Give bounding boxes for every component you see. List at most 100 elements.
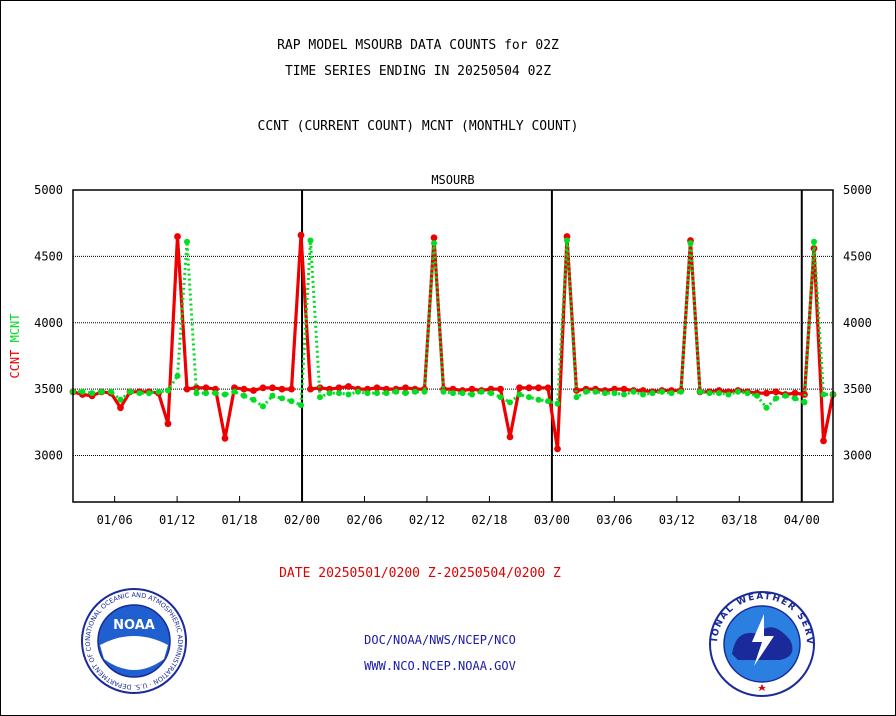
credit-line-1: DOC/NOAA/NWS/NCEP/NCO bbox=[364, 633, 516, 647]
series-point-mcnt bbox=[668, 390, 675, 397]
series-point-ccnt bbox=[288, 385, 295, 393]
series-point-ccnt bbox=[791, 389, 799, 397]
series-point-mcnt bbox=[602, 390, 608, 397]
series-point-mcnt bbox=[450, 390, 456, 397]
series-point-mcnt bbox=[155, 388, 162, 395]
series-point-ccnt bbox=[506, 433, 514, 441]
series-point-mcnt bbox=[298, 402, 304, 409]
series-point-mcnt bbox=[535, 396, 542, 403]
series-point-mcnt bbox=[383, 390, 390, 397]
series-point-mcnt bbox=[127, 388, 133, 395]
y-tick-label-right: 5000 bbox=[843, 183, 872, 197]
series-point-mcnt bbox=[716, 390, 722, 397]
panel-label: MSOURB bbox=[431, 173, 474, 187]
series-point-mcnt bbox=[725, 391, 732, 398]
series-point-mcnt bbox=[649, 390, 656, 397]
y-tick-label-right: 4000 bbox=[843, 316, 872, 330]
series-point-ccnt bbox=[202, 384, 210, 392]
y-tick-label-left: 5000 bbox=[34, 183, 63, 197]
x-tick-label: 03/18 bbox=[721, 513, 757, 527]
series-point-mcnt bbox=[174, 372, 181, 379]
y-tick-label-left: 4500 bbox=[34, 249, 63, 263]
series-point-mcnt bbox=[526, 394, 532, 401]
noaa-logo-text: NOAA bbox=[113, 618, 155, 633]
series-point-mcnt bbox=[364, 390, 371, 397]
series-point-ccnt bbox=[535, 384, 542, 392]
nws-logo-star-icon bbox=[758, 684, 766, 691]
series-point-mcnt bbox=[792, 395, 798, 402]
series-point-ccnt bbox=[544, 384, 552, 392]
series-point-mcnt bbox=[307, 237, 314, 244]
series-point-mcnt bbox=[744, 390, 751, 397]
series-point-mcnt bbox=[630, 388, 637, 395]
series-point-mcnt bbox=[193, 390, 200, 397]
series-point-mcnt bbox=[754, 392, 760, 399]
series-point-mcnt bbox=[279, 395, 285, 402]
series-point-ccnt bbox=[335, 384, 343, 392]
series-point-mcnt bbox=[697, 388, 703, 395]
series-point-mcnt bbox=[621, 391, 627, 398]
series-point-ccnt bbox=[525, 384, 533, 392]
credit-line-2: WWW.NCO.NCEP.NOAA.GOV bbox=[364, 659, 516, 673]
series-point-ccnt bbox=[820, 437, 827, 445]
series-point-mcnt bbox=[706, 390, 713, 397]
series-point-mcnt bbox=[801, 399, 808, 406]
series-point-mcnt bbox=[488, 390, 494, 397]
series-point-mcnt bbox=[554, 400, 561, 407]
series-point-mcnt bbox=[212, 390, 219, 397]
series-point-mcnt bbox=[402, 390, 409, 397]
plot-frame bbox=[72, 189, 834, 503]
series-point-mcnt bbox=[440, 388, 447, 395]
series-point-mcnt bbox=[98, 388, 105, 395]
series-point-ccnt bbox=[269, 384, 276, 392]
x-tick-label: 03/06 bbox=[596, 513, 632, 527]
series-point-ccnt bbox=[164, 420, 172, 428]
series-layer bbox=[69, 231, 837, 453]
series-point-mcnt bbox=[250, 396, 257, 403]
date-range-label: DATE 20250501/0200 Z-20250504/0200 Z bbox=[279, 566, 561, 581]
series-point-mcnt bbox=[659, 388, 665, 395]
series-point-mcnt bbox=[469, 391, 475, 398]
series-point-ccnt bbox=[117, 404, 124, 412]
series-point-mcnt bbox=[260, 403, 266, 410]
series-point-mcnt bbox=[326, 390, 333, 397]
series-point-mcnt bbox=[811, 238, 817, 245]
noaa-logo-ring-path: NATIONAL OCEANIC AND ATMOSPHERIC ADMINIS… bbox=[0, 0, 184, 691]
series-point-mcnt bbox=[317, 394, 323, 401]
series-point-mcnt bbox=[763, 404, 770, 411]
series-point-mcnt bbox=[222, 391, 228, 398]
series-point-ccnt bbox=[763, 389, 770, 397]
y-tick-label-left: 3000 bbox=[34, 449, 63, 463]
series-point-mcnt bbox=[735, 388, 741, 395]
series-point-mcnt bbox=[231, 388, 238, 395]
x-tick-label: 01/18 bbox=[222, 513, 258, 527]
series-point-mcnt bbox=[421, 388, 428, 395]
x-tick-label: 01/12 bbox=[159, 513, 195, 527]
y-tick-label-right: 3500 bbox=[843, 382, 872, 396]
series-point-mcnt bbox=[573, 394, 580, 401]
x-tick-label: 03/12 bbox=[659, 513, 695, 527]
x-tick-label: 01/06 bbox=[97, 513, 133, 527]
series-point-mcnt bbox=[611, 390, 618, 397]
x-tick-label: 02/12 bbox=[409, 513, 445, 527]
series-point-ccnt bbox=[307, 385, 314, 393]
series-point-mcnt bbox=[592, 388, 599, 395]
series-point-ccnt bbox=[554, 445, 561, 453]
series-point-mcnt bbox=[269, 392, 276, 399]
series-point-mcnt bbox=[678, 388, 684, 395]
series-point-mcnt bbox=[545, 398, 551, 405]
series-point-mcnt bbox=[507, 399, 513, 406]
series-point-mcnt bbox=[184, 238, 190, 245]
series-point-ccnt bbox=[240, 385, 248, 393]
y-tick-label-left: 3500 bbox=[34, 382, 63, 396]
series-point-mcnt bbox=[497, 394, 504, 401]
y-axis-label-mcnt: MCNT bbox=[8, 313, 22, 342]
chart-subtitle: CCNT (CURRENT COUNT) MCNT (MONTHLY COUNT… bbox=[257, 119, 579, 134]
series-point-mcnt bbox=[374, 390, 380, 397]
series-point-mcnt bbox=[336, 390, 342, 397]
series-point-mcnt bbox=[773, 395, 779, 402]
series-point-ccnt bbox=[772, 388, 780, 396]
series-point-mcnt bbox=[117, 396, 124, 403]
series-point-mcnt bbox=[355, 388, 361, 395]
